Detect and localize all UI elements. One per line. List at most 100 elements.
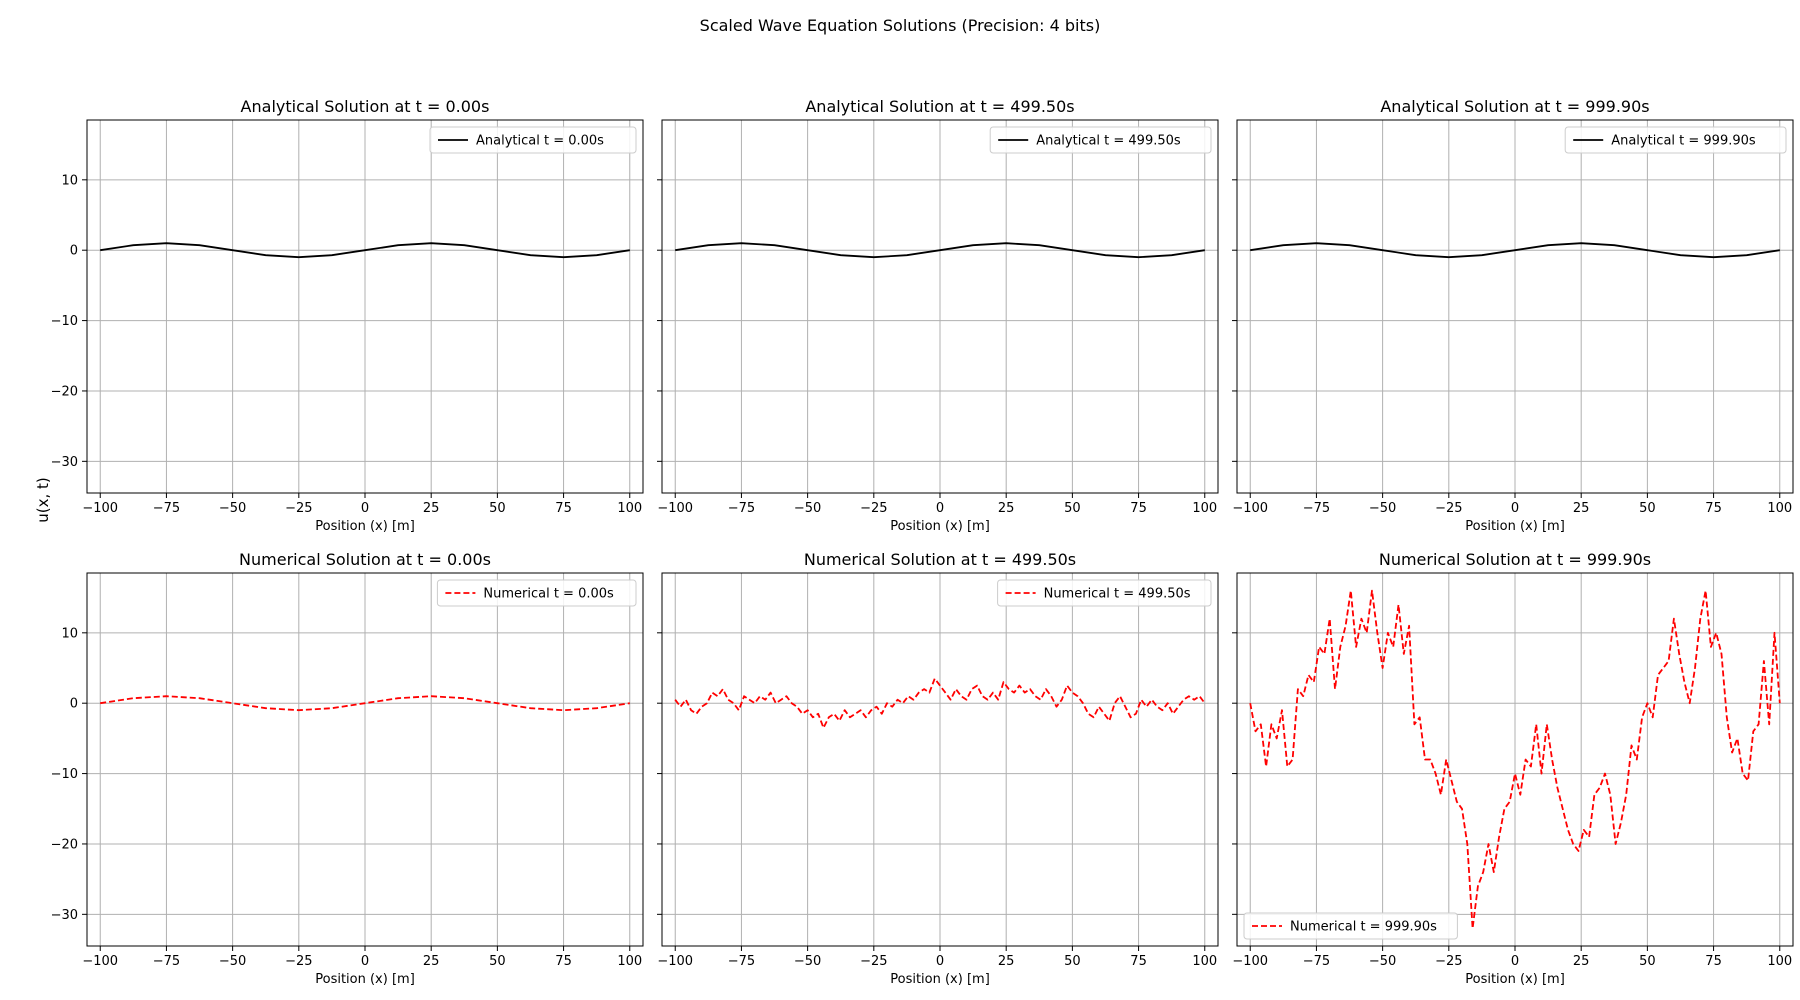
data-point [907, 695, 910, 698]
data-point [99, 702, 102, 705]
data-point [1203, 249, 1206, 252]
data-point [1567, 828, 1570, 831]
x-tick-label: 25 [423, 954, 440, 969]
x-tick-label: −75 [153, 954, 180, 969]
data-point [1641, 716, 1644, 719]
data-point [463, 244, 466, 247]
data-point [886, 702, 889, 705]
series-line [100, 242, 630, 259]
x-tick-label: −100 [657, 954, 693, 969]
data-point [690, 709, 693, 712]
data-point [1002, 681, 1005, 684]
data-point [732, 702, 735, 705]
data-point [1613, 244, 1616, 247]
data-point [1076, 695, 1079, 698]
legend-label: Analytical t = 499.50s [1036, 134, 1181, 149]
data-point [976, 684, 979, 687]
data-point [1699, 617, 1702, 620]
x-tick-label: 25 [998, 501, 1015, 516]
x-tick-label: 50 [1064, 501, 1081, 516]
data-point [1561, 807, 1564, 810]
data-point [1413, 723, 1416, 726]
data-point [1712, 256, 1715, 259]
data-point [1129, 716, 1132, 719]
data-point [695, 712, 698, 715]
data-point [1498, 835, 1501, 838]
plot-frame [1236, 572, 1794, 947]
data-point [1778, 249, 1781, 252]
x-tick-label: −75 [728, 501, 755, 516]
legend: Analytical t = 499.50s [989, 126, 1212, 154]
data-point [1667, 660, 1670, 663]
data-point [954, 688, 957, 691]
data-point [1286, 765, 1289, 768]
plot-frame [661, 119, 1219, 494]
data-point [1281, 709, 1284, 712]
chart-panel-5: Numerical Solution at t = 499.50s −100 −75… [657, 550, 1219, 987]
x-tick-label: 0 [1511, 501, 1519, 516]
x-tick-label: 100 [1192, 954, 1217, 969]
data-point [1424, 758, 1427, 761]
data-point [1249, 702, 1252, 705]
data-point [264, 254, 267, 257]
data-point [674, 698, 677, 701]
data-point [430, 242, 433, 245]
data-point [875, 705, 878, 708]
chart-panel-1: Analytical Solution at t = 0.00s−100 −75−… [51, 97, 644, 534]
data-point [1487, 843, 1490, 846]
data-point [1662, 667, 1665, 670]
data-point [706, 702, 709, 705]
plot-frame [661, 572, 1219, 947]
data-point [1736, 737, 1739, 740]
data-point [785, 695, 788, 698]
legend: Analytical t = 999.90s [1564, 126, 1787, 154]
chart-title: Analytical Solution at t = 999.90s [1380, 97, 1649, 116]
x-tick-label: 0 [361, 954, 369, 969]
x-axis-label: Position (x) [m] [890, 972, 990, 987]
data-point [198, 697, 201, 700]
data-point [198, 244, 201, 247]
data-point [1480, 254, 1483, 257]
x-tick-label: −100 [82, 954, 118, 969]
legend-label: Numerical t = 499.50s [1044, 587, 1191, 602]
data-point [1265, 765, 1268, 768]
data-point [737, 709, 740, 712]
x-tick-label: 100 [617, 954, 642, 969]
data-point [1254, 730, 1257, 733]
x-tick-label: 75 [1705, 954, 1722, 969]
x-tick-label: −75 [1303, 954, 1330, 969]
x-tick-label: −25 [1435, 954, 1462, 969]
data-point [397, 697, 400, 700]
data-point [1170, 254, 1173, 257]
data-point [264, 707, 267, 710]
data-point [1137, 256, 1140, 259]
data-point [1092, 716, 1095, 719]
data-point [992, 691, 995, 694]
x-tick-label: 100 [1767, 501, 1792, 516]
data-point [1315, 242, 1318, 245]
x-tick-label: 50 [1064, 954, 1081, 969]
data-point [1282, 244, 1285, 247]
data-point [364, 702, 367, 705]
data-point [972, 244, 975, 247]
data-point [1150, 698, 1153, 701]
data-point [1466, 843, 1469, 846]
data-point [1672, 617, 1675, 620]
data-point [1704, 589, 1707, 592]
data-point [1461, 807, 1464, 810]
data-point [1580, 242, 1583, 245]
data-point [740, 242, 743, 245]
x-tick-label: −100 [657, 501, 693, 516]
data-point [1646, 249, 1649, 252]
series-line [675, 242, 1205, 259]
data-point [743, 695, 746, 698]
data-point [970, 688, 973, 691]
data-point [1547, 244, 1550, 247]
y-tick-label: 10 [61, 173, 78, 188]
x-tick-label: −100 [1232, 501, 1268, 516]
data-point [1381, 667, 1384, 670]
data-point [1039, 698, 1042, 701]
data-point [330, 254, 333, 257]
data-point [1519, 793, 1522, 796]
data-point [562, 256, 565, 259]
